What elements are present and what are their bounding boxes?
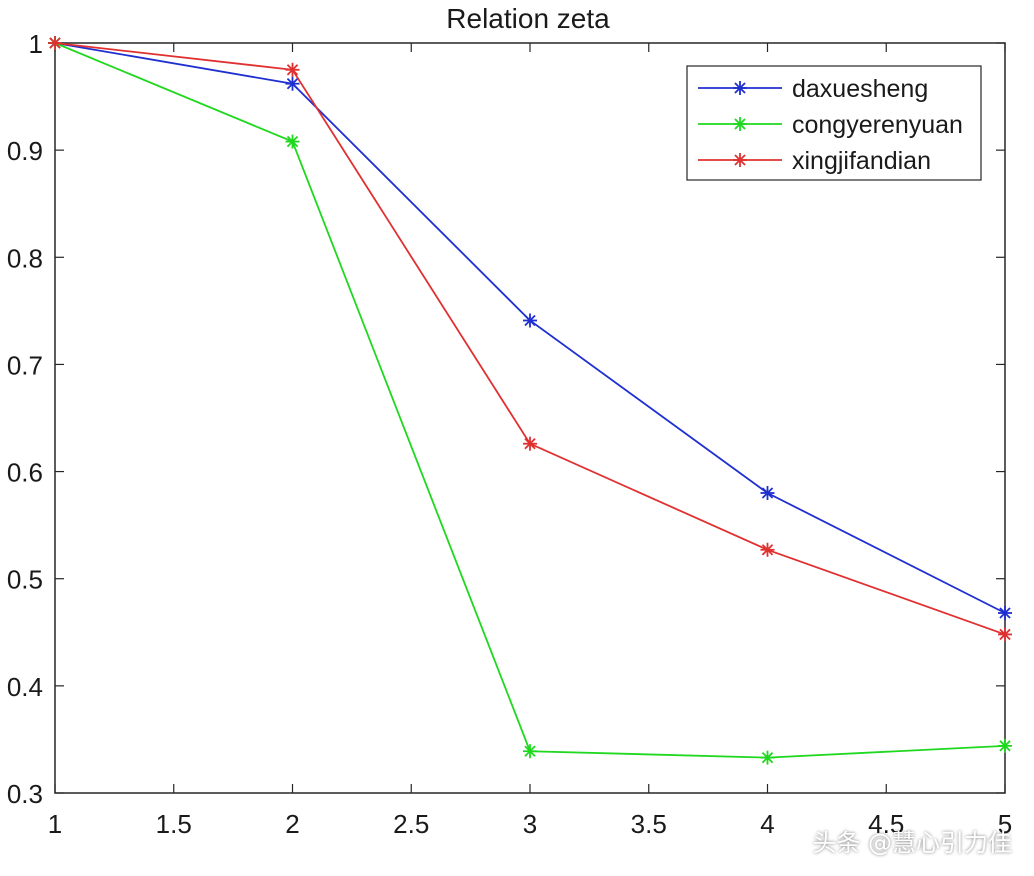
x-tick-label: 2.5	[393, 809, 429, 839]
data-point-congyerenyuan-2	[523, 744, 537, 759]
data-point-congyerenyuan-4	[998, 738, 1012, 753]
legend-marker-congyerenyuan	[733, 117, 747, 131]
data-point-daxuesheng-2	[523, 313, 537, 328]
data-point-xingjifandian-3	[760, 542, 775, 557]
y-tick-label: 1	[29, 29, 43, 59]
data-point-xingjifandian-2	[523, 436, 537, 451]
y-tick-label: 0.9	[7, 136, 43, 166]
data-point-xingjifandian-1	[285, 62, 300, 77]
chart-title: Relation zeta	[446, 3, 610, 34]
watermark: 头条 @慧心引力佳	[812, 829, 1012, 857]
data-point-xingjifandian-0	[48, 36, 62, 50]
legend-label-xingjifandian: xingjifandian	[792, 147, 931, 175]
x-tick-label: 4	[760, 809, 774, 839]
y-tick-label: 0.4	[7, 672, 43, 702]
legend-label-daxuesheng: daxuesheng	[792, 75, 928, 103]
data-point-congyerenyuan-1	[285, 134, 300, 149]
legend-marker-xingjifandian	[733, 153, 747, 167]
legend-label-congyerenyuan: congyerenyuan	[792, 111, 963, 139]
x-tick-label: 1.5	[156, 809, 192, 839]
y-tick-label: 0.5	[7, 565, 43, 595]
x-tick-label: 1	[48, 809, 62, 839]
x-tick-label: 2	[285, 809, 299, 839]
legend: daxuesheng congyerenyuan xingjifandian	[686, 65, 982, 181]
x-tick-label: 5	[998, 809, 1012, 839]
data-point-congyerenyuan-3	[760, 750, 775, 765]
y-tick-label: 0.6	[7, 458, 43, 488]
x-tick-label: 4.5	[868, 809, 904, 839]
data-point-daxuesheng-4	[998, 606, 1012, 620]
x-tick-label: 3	[523, 809, 537, 839]
data-point-xingjifandian-4	[998, 627, 1012, 642]
legend-marker-daxuesheng	[733, 81, 747, 95]
series-xingjifandian	[48, 36, 1012, 642]
y-tick-label: 0.8	[7, 243, 43, 273]
y-tick-label: 0.3	[7, 779, 43, 809]
y-tick-label: 0.7	[7, 350, 43, 380]
x-tick-label: 3.5	[631, 809, 667, 839]
data-point-daxuesheng-1	[285, 76, 300, 91]
data-point-daxuesheng-3	[760, 486, 775, 500]
